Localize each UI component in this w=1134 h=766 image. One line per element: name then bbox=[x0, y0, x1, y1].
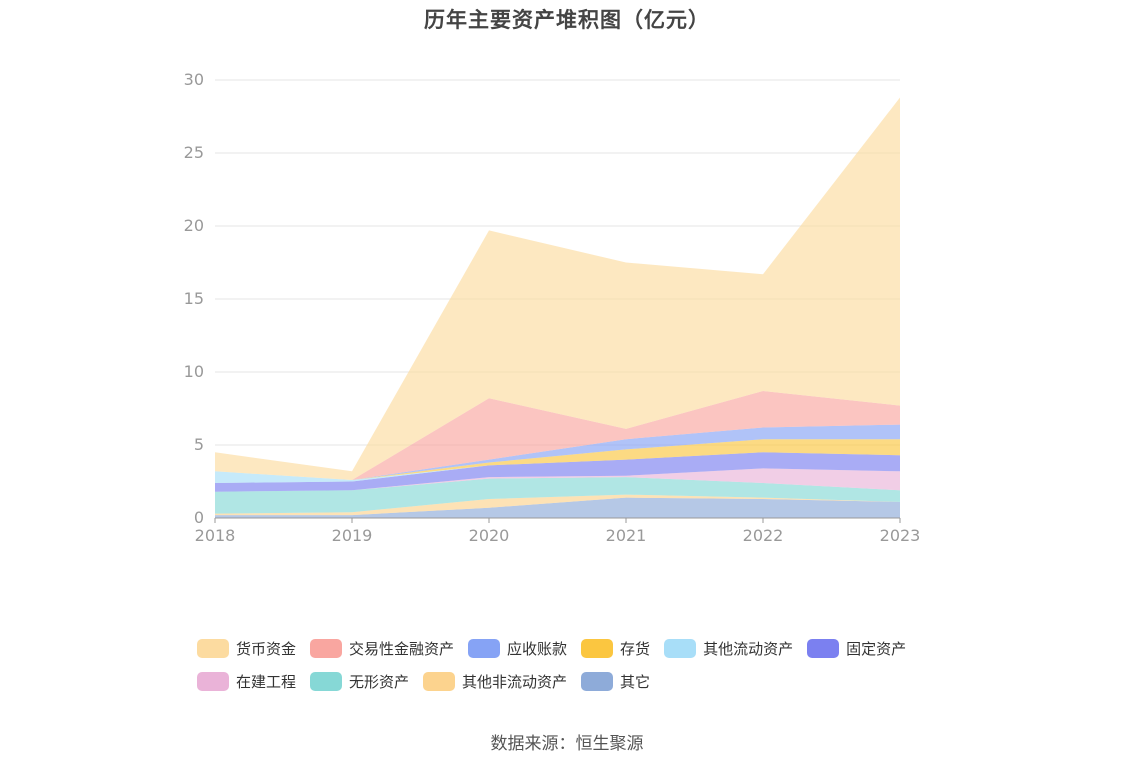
legend-label: 其他非流动资产 bbox=[462, 673, 568, 691]
legend-item[interactable]: 应收账款 bbox=[468, 638, 567, 659]
area-series bbox=[215, 439, 900, 480]
area-series bbox=[215, 477, 900, 514]
legend-item[interactable]: 其他流动资产 bbox=[664, 638, 793, 659]
data-source-note: 数据来源：恒生聚源 bbox=[490, 734, 644, 754]
legend-item[interactable]: 其它 bbox=[581, 671, 650, 692]
x-tick-label: 2022 bbox=[743, 526, 784, 545]
legend-swatch bbox=[664, 639, 697, 658]
legend-label: 固定资产 bbox=[846, 640, 907, 658]
legend-swatch bbox=[310, 672, 343, 691]
legend-item[interactable]: 交易性金融资产 bbox=[310, 638, 454, 659]
y-tick-label: 0 bbox=[194, 508, 204, 527]
legend-label: 应收账款 bbox=[507, 640, 568, 658]
legend-label: 其他流动资产 bbox=[703, 640, 794, 658]
legend-swatch bbox=[197, 639, 229, 658]
area-series bbox=[215, 452, 900, 492]
legend-swatch bbox=[581, 672, 614, 691]
legend-label: 无形资产 bbox=[349, 673, 410, 691]
y-tick-label: 10 bbox=[184, 362, 204, 381]
legend-item[interactable]: 固定资产 bbox=[807, 638, 906, 659]
chart-title: 历年主要资产堆积图（亿元） bbox=[424, 8, 710, 32]
y-tick-label: 20 bbox=[184, 216, 204, 235]
x-tick-label: 2023 bbox=[880, 526, 921, 545]
legend-swatch bbox=[581, 639, 614, 658]
legend-item[interactable]: 无形资产 bbox=[310, 671, 409, 692]
area-series bbox=[215, 497, 900, 518]
legend-item[interactable]: 其他非流动资产 bbox=[423, 671, 567, 692]
legend-swatch bbox=[807, 639, 840, 658]
legend-item[interactable]: 货币资金 bbox=[197, 638, 296, 659]
x-tick-label: 2021 bbox=[606, 526, 647, 545]
legend-item[interactable]: 存货 bbox=[581, 638, 650, 659]
area-series bbox=[215, 468, 900, 492]
y-tick-label: 5 bbox=[194, 435, 204, 454]
stacked-area-chart: 0 5 10 15 20 25 30 2018 2019 2020 2021 2022 2023 bbox=[184, 70, 921, 545]
legend-label: 交易性金融资产 bbox=[349, 640, 455, 658]
legend-item[interactable]: 在建工程 bbox=[197, 671, 296, 692]
legend-label: 货币资金 bbox=[236, 640, 297, 658]
legend-swatch bbox=[197, 672, 229, 691]
legend-swatch bbox=[310, 639, 343, 658]
legend-label: 在建工程 bbox=[236, 673, 297, 691]
x-tick-label: 2019 bbox=[332, 526, 373, 545]
legend-swatch bbox=[423, 672, 456, 691]
y-tick-label: 25 bbox=[184, 143, 204, 162]
area-series bbox=[215, 391, 900, 480]
y-tick-label: 30 bbox=[184, 70, 204, 89]
x-tick-label: 2018 bbox=[195, 526, 236, 545]
legend-row: 货币资金 交易性金融资产 应收账款 存货 其他流动资产 固定资产 bbox=[197, 632, 977, 665]
area-series bbox=[215, 494, 900, 516]
area-series bbox=[215, 424, 900, 480]
y-tick-label: 15 bbox=[184, 289, 204, 308]
area-series bbox=[215, 97, 900, 480]
chart-legend: 货币资金 交易性金融资产 应收账款 存货 其他流动资产 固定资产在建工程 无形资产 其他非流动… bbox=[197, 632, 977, 698]
x-tick-label: 2020 bbox=[469, 526, 510, 545]
legend-row: 在建工程 无形资产 其他非流动资产 其它 bbox=[197, 665, 977, 698]
area-series bbox=[215, 452, 900, 483]
legend-label: 其它 bbox=[620, 673, 651, 691]
legend-label: 存货 bbox=[620, 640, 651, 658]
legend-swatch bbox=[468, 639, 501, 658]
